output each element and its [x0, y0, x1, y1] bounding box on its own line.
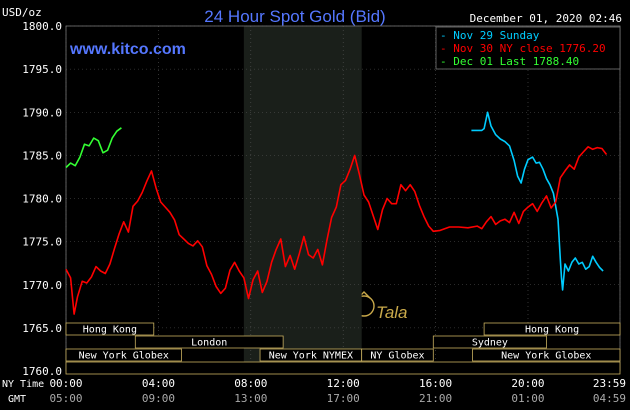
session-bar: [483, 322, 621, 336]
chart-title: 24 Hour Spot Gold (Bid): [204, 7, 385, 26]
series-line: [65, 146, 608, 315]
y-tick-label: 1785.0: [22, 149, 62, 162]
y-tick-label: 1760.0: [22, 365, 62, 378]
y-tick-label: 1780.0: [22, 193, 62, 206]
x-tick-label-ny: 04:00: [142, 377, 175, 390]
session-label: New York Globex: [501, 351, 591, 362]
session-bar: [65, 322, 155, 336]
session-bar: [432, 335, 547, 349]
x-tick-label-ny: 16:00: [419, 377, 452, 390]
session-label: Hong Kong: [83, 325, 137, 336]
website-label: www.kitco.com: [69, 41, 186, 58]
series-line: [65, 127, 122, 169]
x-tick-label-ny: 00:00: [49, 377, 82, 390]
legend: - Nov 29 Sunday- Nov 30 NY close 1776.20…: [435, 26, 621, 70]
legend-entry: - Nov 30 NY close 1776.20: [440, 42, 606, 55]
unit-label: USD/oz: [2, 6, 42, 19]
y-tick-label: 1770.0: [22, 279, 62, 292]
session-label: Sydney: [472, 338, 508, 349]
session-label: New York NYMEX: [269, 351, 353, 362]
session-label: New York Globex: [79, 351, 169, 362]
x-row-label-ny: NY Time: [2, 379, 44, 390]
logo-watermark: Tala: [353, 291, 408, 322]
x-tick-label-gmt: 04:59: [593, 392, 626, 405]
y-tick-label: 1775.0: [22, 236, 62, 249]
x-tick-label-gmt: 01:00: [511, 392, 544, 405]
x-tick-label-ny: 20:00: [511, 377, 544, 390]
x-tick-label-gmt: 13:00: [234, 392, 267, 405]
legend-entry: - Nov 29 Sunday: [440, 29, 540, 42]
x-tick-label-gmt: 21:00: [419, 392, 452, 405]
timestamp: December 01, 2020 02:46: [470, 12, 622, 25]
x-tick-label-gmt: 09:00: [142, 392, 175, 405]
legend-entry: - Dec 01 Last 1788.40: [440, 55, 579, 68]
session-bar: [134, 335, 284, 349]
x-tick-label-ny: 08:00: [234, 377, 267, 390]
series-line: [471, 111, 604, 291]
y-tick-label: 1795.0: [22, 63, 62, 76]
session-bar: [65, 361, 621, 375]
x-row-label-gmt: GMT: [8, 394, 26, 405]
session-label: Hong Kong: [525, 325, 579, 336]
session-label: London: [191, 338, 227, 349]
x-tick-label-ny: 12:00: [327, 377, 360, 390]
session-bar: [65, 348, 182, 362]
session-bar: [472, 348, 621, 362]
legend-box: [435, 26, 621, 70]
y-tick-label: 1790.0: [22, 106, 62, 119]
x-tick-label-gmt: 05:00: [49, 392, 82, 405]
y-tick-label: 1765.0: [22, 322, 62, 335]
svg-text:Tala: Tala: [376, 303, 408, 322]
x-tick-label-ny: 23:59: [593, 377, 626, 390]
x-tick-label-gmt: 17:00: [327, 392, 360, 405]
session-label: NY Globex: [370, 351, 424, 362]
session-bar: [361, 348, 434, 362]
y-tick-label: 1800.0: [22, 20, 62, 33]
